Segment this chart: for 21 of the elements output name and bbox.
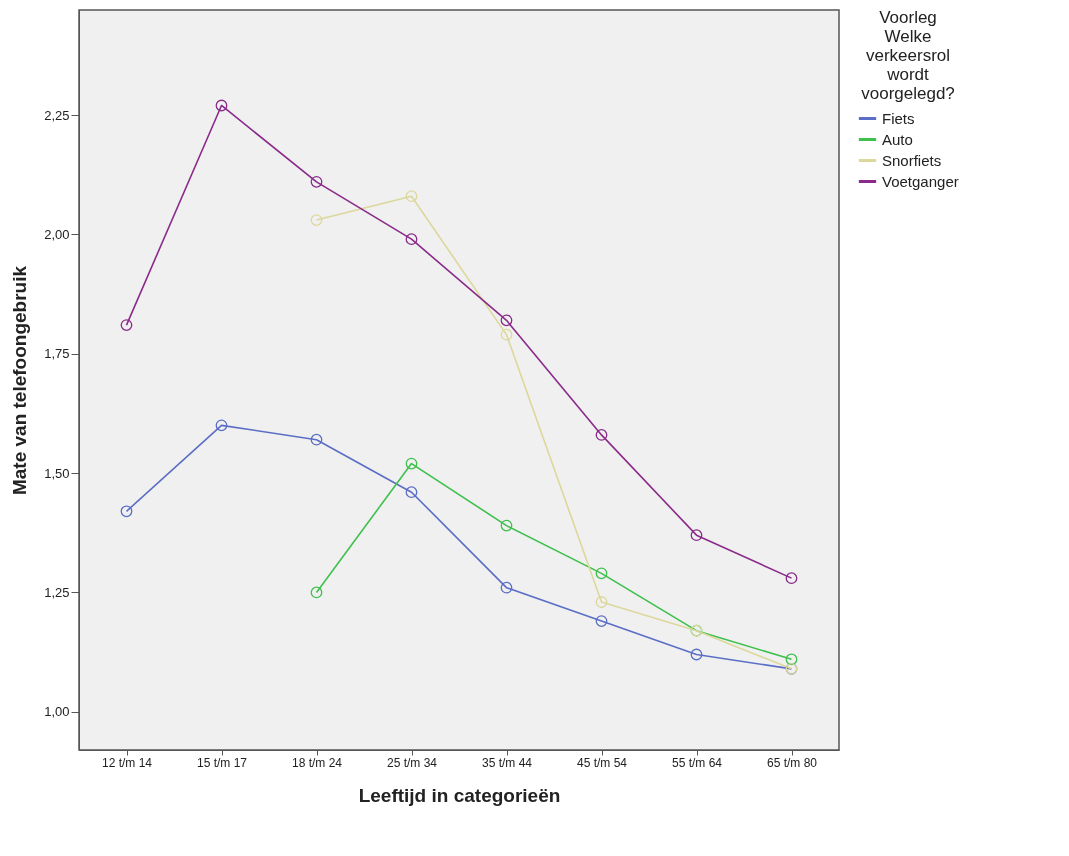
y-tick-label: 1,25 bbox=[44, 584, 70, 600]
legend-label: Fiets bbox=[882, 109, 915, 127]
legend-label: Voetganger bbox=[882, 172, 959, 190]
x-tick-label: 18 t/m 24 bbox=[291, 755, 343, 770]
y-tick-label: 2,00 bbox=[44, 226, 70, 242]
x-tick-label: 35 t/m 44 bbox=[481, 755, 533, 770]
x-tick-label: 15 t/m 17 bbox=[196, 755, 248, 770]
legend-title: Voorleg Welke verkeersrol wordt voorgelegd? bbox=[861, 8, 955, 103]
x-tick-label: 12 t/m 14 bbox=[101, 755, 153, 770]
y-axis-title: Mate van telefoongebruik bbox=[9, 265, 31, 496]
y-tick-label: 1,75 bbox=[44, 346, 70, 362]
x-tick-label: 55 t/m 64 bbox=[671, 755, 723, 770]
y-tick-label: 1,00 bbox=[44, 704, 70, 720]
legend-label: Auto bbox=[882, 130, 913, 148]
x-tick-label: 25 t/m 34 bbox=[386, 755, 438, 770]
x-axis-title: Leeftijd in categorieën bbox=[358, 784, 561, 806]
y-tick-label: 2,25 bbox=[44, 107, 70, 123]
y-tick-label: 1,50 bbox=[44, 465, 70, 481]
legend-label: Snorfiets bbox=[882, 151, 942, 169]
x-tick-label: 45 t/m 54 bbox=[576, 755, 628, 770]
x-tick-label: 65 t/m 80 bbox=[766, 755, 818, 770]
